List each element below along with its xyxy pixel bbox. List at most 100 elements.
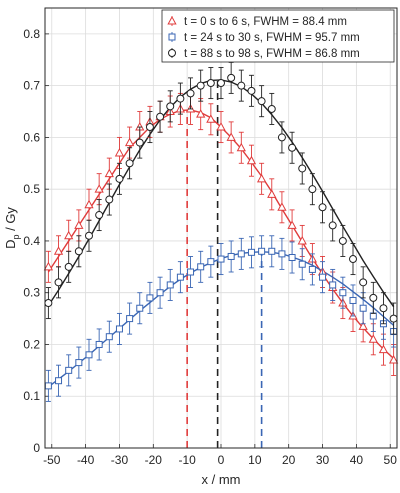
data-point-square [227, 240, 235, 273]
marker-circle [288, 143, 297, 152]
marker-triangle [206, 114, 216, 123]
data-point-square [247, 236, 255, 269]
data-point-triangle [388, 344, 399, 376]
legend-entry-square: t = 24 s to 30 s, FWHM = 95.7 mm [168, 32, 360, 44]
legend-label: t = 24 s to 30 s, FWHM = 95.7 mm [184, 32, 360, 44]
marker-square [197, 263, 205, 271]
marker-triangle [287, 220, 297, 229]
x-tick-label: 0 [218, 453, 225, 467]
data-point-square [176, 261, 184, 294]
data-point-square [146, 281, 154, 314]
legend-entry-circle: t = 88 s to 98 s, FWHM = 86.8 mm [168, 48, 360, 60]
marker-circle [166, 102, 175, 111]
data-point-triangle [196, 98, 206, 131]
marker-square [55, 377, 63, 385]
marker-square [146, 294, 154, 302]
data-point-square [288, 241, 296, 274]
marker-triangle [104, 168, 114, 178]
data-point-circle [237, 69, 246, 102]
data-point-square [65, 354, 73, 387]
data-point-circle [379, 292, 388, 325]
data-point-circle [196, 69, 205, 102]
marker-circle [267, 104, 276, 113]
x-tick-label: 10 [248, 453, 262, 467]
data-point-square [329, 268, 337, 301]
marker-triangle [256, 173, 267, 183]
marker-square [298, 260, 306, 268]
marker-circle [125, 159, 134, 168]
marker-square [268, 247, 276, 255]
marker-circle [379, 304, 388, 313]
marker-triangle [43, 261, 54, 271]
marker-circle [217, 79, 225, 88]
data-point-circle [257, 85, 266, 118]
marker-square [278, 250, 286, 258]
marker-circle [206, 79, 215, 88]
marker-circle [74, 247, 83, 256]
marker-square [258, 247, 266, 255]
data-point-circle [135, 126, 144, 159]
data-point-circle [105, 183, 114, 216]
marker-square [95, 340, 103, 348]
marker-square [369, 312, 377, 320]
x-tick-label: -10 [178, 453, 196, 467]
legend: t = 0 s to 6 s, FWHM = 88.4 mm t = 24 s t… [161, 9, 395, 63]
data-point-triangle [124, 126, 135, 159]
marker-circle [176, 94, 185, 103]
data-point-square [156, 276, 164, 309]
data-point-circle [64, 250, 73, 283]
marker-triangle [236, 142, 246, 152]
legend-label: t = 0 s to 6 s, FWHM = 88.4 mm [184, 16, 347, 28]
marker-square [207, 258, 215, 266]
x-tick-label: 30 [316, 453, 330, 467]
data-point-circle [369, 281, 378, 314]
x-tick-label: -40 [77, 453, 95, 467]
legend-entry-triangle: t = 0 s to 6 s, FWHM = 88.4 mm [167, 15, 347, 28]
marker-circle [95, 211, 104, 220]
marker-triangle [94, 184, 104, 193]
data-point-circle [298, 152, 307, 185]
data-point-triangle [256, 162, 267, 195]
data-point-square [258, 235, 266, 268]
data-point-circle [328, 209, 337, 242]
marker-circle [135, 138, 144, 147]
data-point-square [278, 237, 286, 270]
data-point-square [166, 268, 174, 301]
marker-square [359, 304, 367, 312]
data-points [43, 61, 399, 402]
marker-circle [54, 278, 63, 287]
marker-circle [237, 81, 246, 90]
marker-circle [257, 97, 266, 106]
y-tick-label: 0.8 [23, 27, 40, 41]
data-point-triangle [206, 103, 216, 136]
legend-label: t = 88 s to 98 s, FWHM = 86.8 mm [184, 48, 360, 60]
plot-frame [44, 7, 398, 449]
marker-triangle [114, 147, 125, 157]
marker-square [176, 273, 184, 281]
data-point-circle [95, 199, 104, 232]
marker-triangle [74, 220, 84, 229]
data-point-circle [318, 191, 327, 224]
marker-triangle [277, 202, 287, 211]
y-axis-label-unit: / Gy [3, 207, 18, 235]
legend-marker-square [168, 33, 176, 41]
data-point-circle [206, 67, 215, 100]
marker-square [75, 359, 83, 367]
marker-circle [85, 231, 93, 240]
legend-box [161, 9, 395, 63]
data-point-square [217, 243, 225, 276]
marker-square [105, 333, 113, 341]
tick-labels: -50 -40 -30 -20 -10 0 10 20 30 40 50 0 0.1 0.2 0.3 0.4 0… [23, 27, 397, 467]
data-point-circle [349, 243, 357, 276]
marker-square [156, 289, 164, 297]
data-point-square [207, 245, 215, 278]
data-point-triangle [287, 209, 297, 242]
marker-circle [389, 314, 398, 323]
x-tick-label: -30 [111, 453, 129, 467]
marker-square [136, 304, 144, 312]
marker-triangle [267, 189, 277, 198]
marker-circle [369, 293, 378, 302]
x-tick-label: -50 [43, 453, 61, 467]
marker-circle [247, 86, 256, 95]
